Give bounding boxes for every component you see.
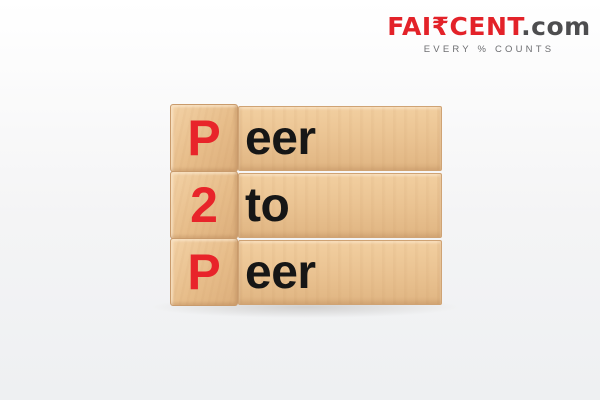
wood-bar-2: to <box>238 173 442 238</box>
wood-bar-1: eer <box>238 106 442 171</box>
wood-bar-3: eer <box>238 240 442 305</box>
brand-name-cent: CENT <box>449 12 522 41</box>
block-letter-1: P <box>187 110 221 166</box>
block-word-1: eer <box>245 111 316 165</box>
brand-name-fai: FAI <box>387 12 432 41</box>
wood-cube-3: P <box>170 238 238 306</box>
brand-name: FAI₹CENT.com <box>386 12 592 42</box>
block-letter-2: 2 <box>190 177 218 233</box>
brand-name-suffix: .com <box>521 12 591 41</box>
block-row-2: to 2 <box>170 171 442 239</box>
block-row-1: eer P <box>170 104 442 172</box>
rupee-symbol: ₹ <box>431 12 450 41</box>
block-word-2: to <box>245 178 290 232</box>
brand-tagline: EVERY % COUNTS <box>423 44 555 55</box>
block-word-3: eer <box>245 245 316 299</box>
wood-cube-1: P <box>170 104 238 172</box>
faircent-logo: FAI₹CENT.com EVERY % COUNTS <box>386 12 592 55</box>
wood-cube-2: 2 <box>170 171 238 239</box>
block-letter-3: P <box>187 244 221 300</box>
block-row-3: eer P <box>170 238 442 306</box>
